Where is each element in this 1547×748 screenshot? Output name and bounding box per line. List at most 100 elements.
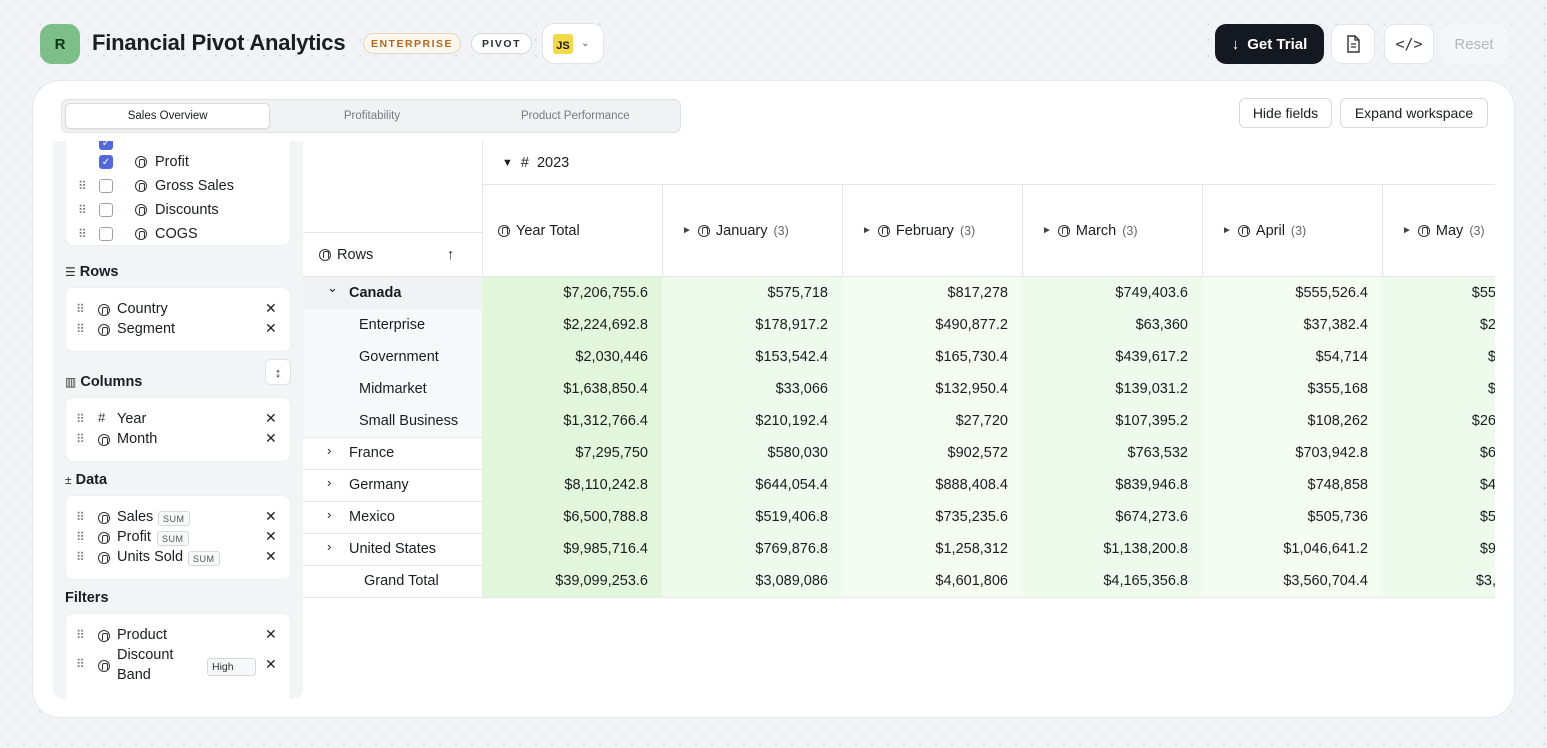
- table-cell[interactable]: $2: [1382, 309, 1495, 341]
- table-cell[interactable]: $39,099,253.6: [482, 565, 662, 597]
- table-cell[interactable]: $178,917.2: [662, 309, 842, 341]
- remove-icon[interactable]: ✕: [265, 528, 277, 544]
- table-cell[interactable]: $132,950.4: [842, 373, 1022, 405]
- remove-icon[interactable]: ✕: [265, 548, 277, 564]
- table-cell[interactable]: $2,030,446: [482, 341, 662, 373]
- expand-workspace-button[interactable]: Expand workspace: [1340, 98, 1488, 128]
- tab-product-performance[interactable]: Product Performance: [520, 110, 630, 122]
- expand-triangle-icon[interactable]: ►: [862, 225, 872, 236]
- table-cell[interactable]: $505,736: [1202, 501, 1382, 533]
- tab-sales-overview[interactable]: Sales Overview: [65, 103, 271, 129]
- columns-drop-zone[interactable]: ⠿ # Year ✕ ⠿ Month ✕: [65, 397, 291, 462]
- table-cell[interactable]: $26: [1382, 405, 1495, 437]
- checkbox[interactable]: [99, 203, 113, 217]
- table-cell[interactable]: $355,168: [1202, 373, 1382, 405]
- table-cell[interactable]: $4: [1382, 469, 1495, 501]
- table-cell[interactable]: $519,406.8: [662, 501, 842, 533]
- tab-profitability[interactable]: Profitability: [343, 110, 401, 122]
- field-item-gross-sales[interactable]: ⠿ Gross Sales: [66, 175, 292, 197]
- table-cell[interactable]: $3,560,704.4: [1202, 565, 1382, 597]
- table-cell[interactable]: $7,206,755.6: [482, 277, 662, 309]
- table-cell[interactable]: $139,031.2: [1022, 373, 1202, 405]
- row-field-segment[interactable]: ⠿ Segment ✕: [66, 320, 292, 340]
- drag-handle-icon[interactable]: ⠿: [78, 203, 87, 217]
- table-cell[interactable]: $749,403.6: [1022, 277, 1202, 309]
- table-cell[interactable]: $817,278: [842, 277, 1022, 309]
- table-cell[interactable]: $210,192.4: [662, 405, 842, 437]
- column-header-april[interactable]: ► April (3): [1222, 185, 1402, 276]
- table-cell[interactable]: $580,030: [662, 437, 842, 469]
- checkbox[interactable]: [99, 227, 113, 241]
- table-cell[interactable]: $33,066: [662, 373, 842, 405]
- year-header[interactable]: ▼ # 2023: [482, 141, 1495, 185]
- language-select[interactable]: JS ⌄: [542, 23, 604, 64]
- row-header[interactable]: › Mexico: [303, 501, 482, 533]
- hide-fields-button[interactable]: Hide fields: [1239, 98, 1332, 128]
- row-field-country[interactable]: ⠿ Country ✕: [66, 300, 292, 320]
- reset-button[interactable]: Reset: [1441, 24, 1507, 64]
- aggregation-tag[interactable]: SUM: [188, 551, 220, 566]
- table-cell[interactable]: $: [1382, 373, 1495, 405]
- rows-header[interactable]: Rows ↑: [303, 232, 482, 276]
- chevron-right-icon[interactable]: ›: [327, 443, 332, 458]
- row-header[interactable]: Midmarket: [303, 373, 482, 405]
- drag-handle-icon[interactable]: ⠿: [76, 302, 85, 316]
- table-cell[interactable]: $644,054.4: [662, 469, 842, 501]
- table-cell[interactable]: $63,360: [1022, 309, 1202, 341]
- get-trial-button[interactable]: ↓ Get Trial: [1215, 24, 1324, 64]
- data-field-units-sold[interactable]: ⠿ Units Sold SUM ✕: [66, 548, 292, 568]
- filter-value-select[interactable]: High: [207, 658, 256, 676]
- column-header-january[interactable]: ► January (3): [682, 185, 862, 276]
- chevron-right-icon[interactable]: ›: [327, 475, 332, 490]
- drag-handle-icon[interactable]: ⠿: [76, 530, 85, 544]
- table-cell[interactable]: $108,262: [1202, 405, 1382, 437]
- remove-icon[interactable]: ✕: [265, 626, 277, 642]
- table-cell[interactable]: $555,526.4: [1202, 277, 1382, 309]
- column-header-year-total[interactable]: Year Total: [498, 185, 678, 276]
- drag-handle-icon[interactable]: ⠿: [78, 227, 87, 241]
- data-drop-zone[interactable]: ⠿ Sales SUM ✕ ⠿ Profit SUM ✕ ⠿ Units Sol…: [65, 495, 291, 580]
- avatar[interactable]: R: [40, 24, 80, 64]
- drag-handle-icon[interactable]: ⠿: [76, 657, 85, 671]
- table-cell[interactable]: $4,165,356.8: [1022, 565, 1202, 597]
- table-cell[interactable]: $6,500,788.8: [482, 501, 662, 533]
- field-list[interactable]: ✓ ✓ Profit ⠿ Gross Sales ⠿ Discounts ⠿: [65, 141, 291, 246]
- row-header[interactable]: Government: [303, 341, 482, 373]
- field-item-profit[interactable]: ✓ Profit: [66, 151, 292, 173]
- field-item-discounts[interactable]: ⠿ Discounts: [66, 199, 292, 221]
- drag-handle-icon[interactable]: ⠿: [76, 412, 85, 426]
- row-header[interactable]: › United States: [303, 533, 482, 565]
- filter-field-discount-band[interactable]: ⠿ Discount Band High ✕: [66, 646, 292, 688]
- field-item-cogs[interactable]: ⠿ COGS: [66, 223, 292, 245]
- table-cell[interactable]: $769,876.8: [662, 533, 842, 565]
- table-cell[interactable]: $54,714: [1202, 341, 1382, 373]
- column-field-year[interactable]: ⠿ # Year ✕: [66, 410, 292, 430]
- column-header-march[interactable]: ► March (3): [1042, 185, 1222, 276]
- table-cell[interactable]: $674,273.6: [1022, 501, 1202, 533]
- table-cell[interactable]: $7,295,750: [482, 437, 662, 469]
- remove-icon[interactable]: ✕: [265, 656, 277, 672]
- table-cell[interactable]: $153,542.4: [662, 341, 842, 373]
- drag-handle-icon[interactable]: ⠿: [78, 179, 87, 193]
- row-header[interactable]: Enterprise: [303, 309, 482, 341]
- aggregation-tag[interactable]: SUM: [158, 511, 190, 526]
- table-cell[interactable]: $5: [1382, 501, 1495, 533]
- table-cell[interactable]: $888,408.4: [842, 469, 1022, 501]
- chevron-down-icon[interactable]: ⌄: [327, 280, 338, 295]
- row-header[interactable]: Small Business: [303, 405, 482, 437]
- table-cell[interactable]: $1,046,641.2: [1202, 533, 1382, 565]
- table-cell[interactable]: $55: [1382, 277, 1495, 309]
- drag-handle-icon[interactable]: ⠿: [76, 628, 85, 642]
- rows-drop-zone[interactable]: ⠿ Country ✕ ⠿ Segment ✕: [65, 287, 291, 352]
- table-cell[interactable]: $27,720: [842, 405, 1022, 437]
- data-field-sales[interactable]: ⠿ Sales SUM ✕: [66, 508, 292, 528]
- expand-triangle-icon[interactable]: ►: [1402, 225, 1412, 236]
- expand-triangle-icon[interactable]: ►: [1042, 225, 1052, 236]
- table-cell[interactable]: $763,532: [1022, 437, 1202, 469]
- table-cell[interactable]: $1,638,850.4: [482, 373, 662, 405]
- drag-handle-icon[interactable]: ⠿: [76, 322, 85, 336]
- remove-icon[interactable]: ✕: [265, 410, 277, 426]
- table-cell[interactable]: $748,858: [1202, 469, 1382, 501]
- data-field-profit[interactable]: ⠿ Profit SUM ✕: [66, 528, 292, 548]
- table-cell[interactable]: $735,235.6: [842, 501, 1022, 533]
